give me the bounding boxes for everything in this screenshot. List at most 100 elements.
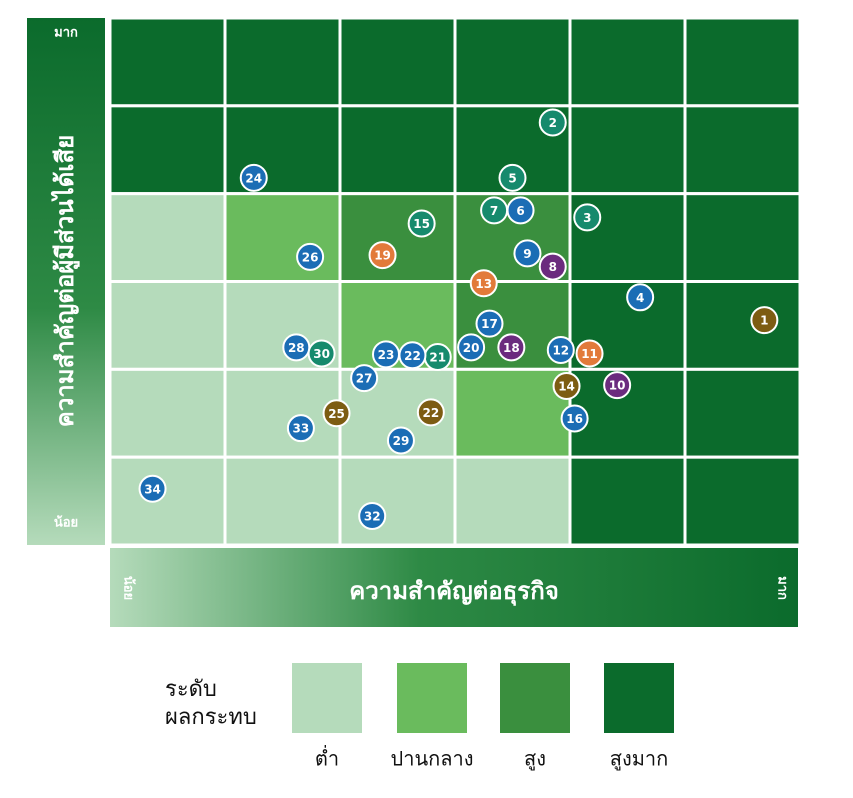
heat-cell	[108, 192, 227, 284]
point-label: 14	[558, 380, 575, 394]
heat-cell	[683, 367, 802, 459]
point-label: 25	[328, 407, 345, 421]
heat-cell	[683, 16, 802, 108]
point	[750, 306, 779, 335]
point-label: 30	[313, 347, 330, 361]
heat-cell	[683, 104, 802, 196]
point-label: 26	[302, 250, 319, 264]
point	[322, 399, 351, 428]
point	[546, 336, 575, 365]
point	[407, 209, 436, 238]
point	[372, 340, 400, 369]
heat-cell	[108, 280, 227, 371]
point	[239, 163, 268, 192]
legend-label: ต่ำ	[315, 745, 339, 771]
heat-cell	[338, 16, 457, 108]
point	[138, 474, 167, 503]
point	[358, 502, 387, 531]
point-label: 33	[293, 422, 310, 436]
point-label: 11	[581, 347, 598, 361]
point	[575, 339, 604, 368]
point-label: 10	[609, 379, 626, 393]
point	[497, 333, 526, 362]
point-label: 19	[374, 249, 391, 263]
point-label: 7	[490, 204, 498, 218]
point-label: 4	[636, 291, 644, 305]
heat-cell	[568, 16, 687, 108]
point	[307, 339, 336, 368]
heat-cell	[453, 455, 572, 547]
point-label: 1	[760, 314, 768, 328]
point-label: 6	[516, 204, 524, 218]
heat-cell	[108, 367, 227, 459]
point-label: 12	[552, 344, 569, 358]
heat-cell	[108, 16, 227, 108]
heat-cell	[223, 455, 342, 547]
point	[538, 108, 567, 137]
point-label: 9	[523, 247, 531, 261]
point-label: 16	[566, 412, 583, 426]
heat-cell	[108, 104, 227, 196]
heat-cell	[223, 16, 342, 108]
legend-title: ระดับ	[165, 677, 217, 702]
point	[498, 163, 527, 192]
point-label: 13	[475, 277, 492, 291]
point-label: 27	[356, 372, 373, 386]
point	[457, 333, 486, 362]
y-axis-panel	[27, 18, 105, 545]
point	[350, 364, 379, 393]
heat-cell	[453, 16, 572, 108]
point-label: 29	[393, 434, 410, 448]
point	[573, 203, 602, 232]
point-label: 22	[404, 349, 421, 363]
point-label: 17	[481, 317, 498, 331]
point-label: 22	[422, 406, 439, 420]
point-label: 28	[288, 341, 305, 355]
point	[538, 252, 567, 281]
legend-swatch	[604, 663, 674, 733]
point-label: 8	[549, 260, 557, 274]
point	[552, 372, 581, 401]
y-tick-label: น้อย	[54, 515, 78, 531]
point	[469, 269, 498, 298]
heat-cell	[683, 192, 802, 284]
point-label: 3	[583, 211, 591, 225]
point-label: 32	[364, 510, 381, 524]
point	[386, 426, 415, 455]
point	[416, 398, 445, 427]
point	[286, 414, 315, 443]
point	[296, 242, 325, 271]
legend-swatch	[500, 663, 570, 733]
x-tick-label: มาก	[775, 576, 790, 600]
heat-cell	[108, 455, 227, 547]
legend-swatch	[397, 663, 467, 733]
legend-label: ปานกลาง	[391, 747, 474, 771]
point-label: 20	[463, 341, 480, 355]
point-label: 2	[549, 116, 557, 130]
heat-cell	[683, 280, 802, 371]
legend-label: สูงมาก	[610, 747, 669, 772]
point	[480, 196, 509, 225]
x-axis-panel	[110, 548, 798, 627]
x-axis-title: ความสำคัญต่อธุรกิจ	[349, 577, 559, 607]
heat-cell	[568, 104, 687, 196]
y-axis-title: ความสำคัญต่อผู้มีส่วนได้เสีย	[50, 135, 80, 427]
point	[560, 404, 589, 433]
heat-cell	[453, 367, 572, 459]
heat-cell	[568, 455, 687, 547]
point	[603, 371, 632, 400]
point-label: 24	[245, 171, 262, 185]
heat-cell	[338, 455, 457, 547]
point-label: 21	[429, 351, 446, 365]
x-tick-label: น้อย	[121, 576, 137, 600]
point-label: 5	[508, 171, 516, 185]
legend-title: ผลกระทบ	[165, 705, 257, 730]
y-tick-label: มาก	[54, 26, 78, 41]
legend-label: สูง	[524, 747, 546, 772]
heat-cell	[223, 192, 342, 284]
point-label: 15	[413, 217, 430, 231]
point	[513, 239, 542, 268]
point	[475, 309, 504, 338]
point	[368, 241, 397, 270]
